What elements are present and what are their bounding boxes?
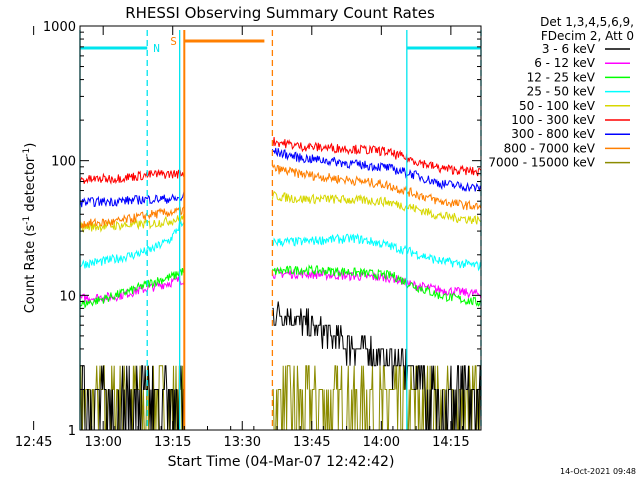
x-tick-label: 14:15 — [432, 435, 469, 450]
y-tick-label: 1 — [68, 424, 76, 439]
legend-label: 7000 - 15000 keV — [488, 156, 595, 170]
series-line-25_50keV-seg0 — [79, 220, 185, 269]
plot-frame — [79, 25, 482, 431]
legend-label: 800 - 7000 keV — [504, 141, 596, 155]
legend-label: 25 - 50 keV — [527, 85, 596, 99]
y-axis-label-part: -1 — [22, 216, 32, 225]
series-line-100_300keV-seg1 — [271, 137, 482, 177]
y-tick-label: 100 — [51, 155, 76, 170]
legend-header-decim: FDecim 2, Att 0 — [541, 29, 634, 43]
saa-label: S — [170, 35, 177, 48]
series-line-50_100keV-seg1 — [271, 190, 482, 225]
x-tick-label: 14:00 — [363, 435, 400, 450]
y-axis-label-part: -1 — [22, 148, 32, 157]
plot-area: NS — [79, 30, 482, 431]
x-tick-label: 13:00 — [84, 435, 121, 450]
series-line-3_6keV-seg1 — [272, 301, 482, 431]
legend-label: 12 - 25 keV — [527, 70, 596, 84]
series-line-12_25keV-seg0 — [79, 268, 185, 309]
legend-label: 100 - 300 keV — [511, 113, 595, 127]
timestamp: 14-Oct-2021 09:48 — [560, 467, 636, 476]
series-line-300_800keV-seg0 — [79, 191, 185, 208]
series-line-7000_15000keV-seg1 — [272, 365, 481, 431]
series-line-6_12keV-seg0 — [79, 276, 185, 304]
series-line-800_7000keV-seg1 — [271, 163, 482, 211]
x-axis-label: Start Time (04-Mar-07 12:42:42) — [168, 454, 395, 470]
legend-label: 6 - 12 keV — [534, 56, 596, 70]
y-axis-label-part: ) — [23, 143, 38, 148]
legend-header-detectors: Det 1,3,4,5,6,9, — [540, 15, 634, 29]
legend-label: 3 - 6 keV — [542, 42, 596, 56]
series-line-100_300keV-seg0 — [79, 168, 185, 185]
y-tick-label: 1000 — [43, 20, 76, 35]
y-axis-label: Count Rate (s-1 detector-1) — [22, 143, 38, 314]
x-tick-label: 13:45 — [293, 435, 330, 450]
x-tick-label: 13:30 — [224, 435, 261, 450]
y-tick-label: 10 — [59, 289, 76, 304]
y-axis-label-part: Count Rate (s — [23, 225, 38, 314]
y-axis-label-part: detector — [23, 156, 38, 216]
series-line-25_50keV-seg1 — [271, 233, 482, 272]
chart-title: RHESSI Observing Summary Count Rates — [125, 4, 435, 22]
x-tick-label: 12:45 — [15, 435, 52, 450]
axes: 12:45 13:00 13:15 13:30 13:45 14:00 14:15 1 10 10… — [15, 20, 482, 450]
series-line-50_100keV-seg0 — [79, 214, 185, 234]
series-line-800_7000keV-seg0 — [79, 206, 185, 229]
legend-label: 300 - 800 keV — [511, 127, 595, 141]
x-tick-label: 13:15 — [154, 435, 191, 450]
legend-label: 50 - 100 keV — [519, 99, 596, 113]
series-line-12_25keV-seg1 — [272, 264, 482, 307]
series-line-300_800keV-seg1 — [271, 147, 482, 192]
night-label: N — [153, 42, 160, 55]
